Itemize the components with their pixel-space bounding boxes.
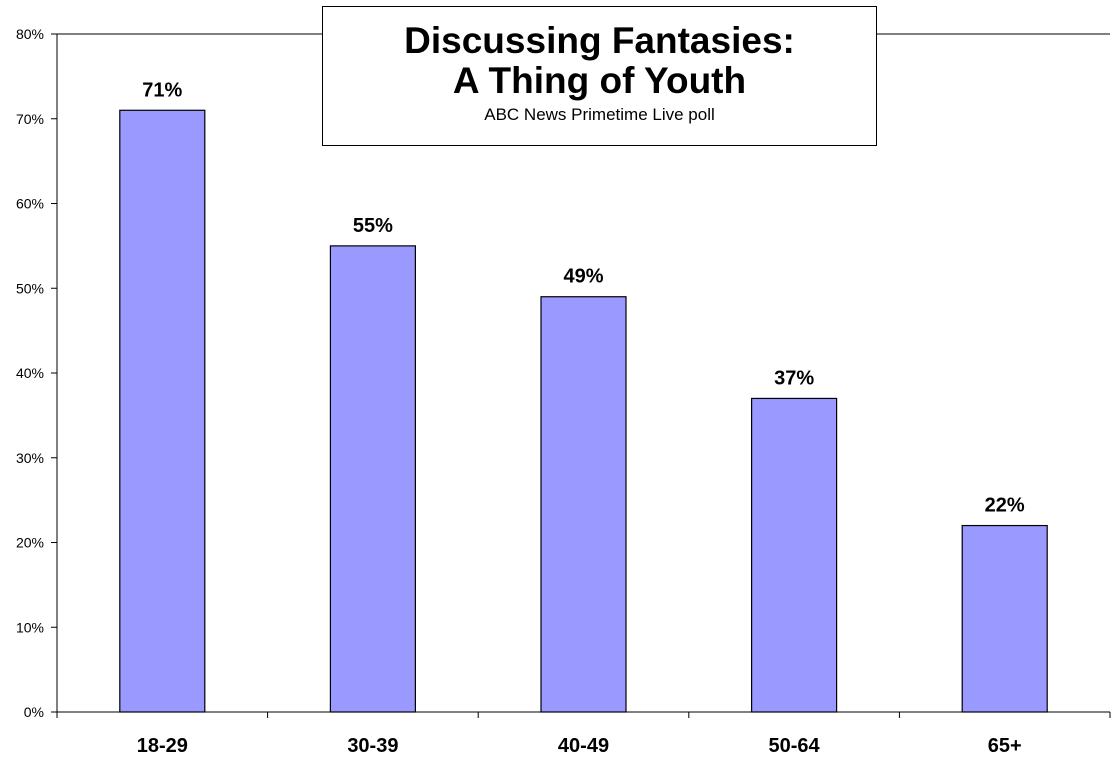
x-tick-label: 18-29 <box>137 735 188 757</box>
data-label: 55% <box>353 215 393 237</box>
x-tick-label: 65+ <box>988 735 1022 757</box>
x-axis: 18-29 30-39 40-49 50-64 65+ <box>56 711 1111 757</box>
data-label: 37% <box>774 367 814 389</box>
bar <box>750 397 838 713</box>
y-tick-label: 60% <box>16 196 44 212</box>
data-label: 22% <box>985 495 1025 517</box>
data-label: 49% <box>563 266 603 288</box>
x-tick-label: 30-39 <box>347 735 398 757</box>
bar <box>540 296 627 713</box>
chart-title-line-2: A Thing of Youth <box>452 60 747 101</box>
data-label: 71% <box>142 79 182 101</box>
y-tick-label: 0% <box>24 704 44 720</box>
bar <box>329 245 416 713</box>
x-tick-label: 50-64 <box>769 735 821 757</box>
chart-subtitle: ABC News Primetime Live poll <box>484 105 715 124</box>
data-labels: 71% 55% 49% 37% 22% <box>142 79 1025 516</box>
bars <box>119 109 1048 713</box>
y-tick-label: 80% <box>16 26 44 42</box>
y-tick-label: 50% <box>16 280 44 296</box>
bar <box>119 109 206 713</box>
y-tick-label: 30% <box>16 450 44 466</box>
y-tick-label: 20% <box>16 535 44 551</box>
x-tick-label: 40-49 <box>558 735 609 757</box>
bar <box>961 524 1048 713</box>
y-tick-label: 40% <box>16 365 44 381</box>
chart-title-box: Discussing Fantasies: A Thing of Youth A… <box>322 6 877 146</box>
chart-title-line-1: Discussing Fantasies: <box>404 20 795 61</box>
y-axis: 0% 10% 20% 30% 40% 50% 60% 70% 80% <box>16 26 58 720</box>
y-tick-label: 70% <box>16 111 44 127</box>
y-tick-label: 10% <box>16 619 44 635</box>
